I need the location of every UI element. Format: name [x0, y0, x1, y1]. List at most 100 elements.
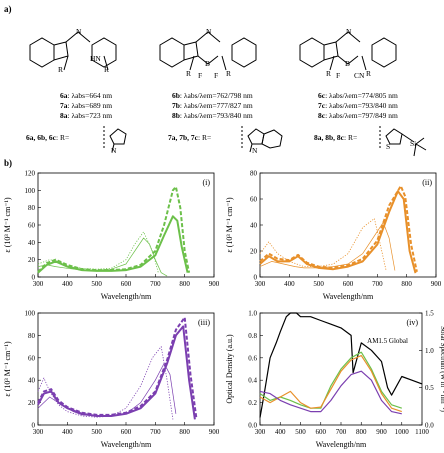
atom-b: B — [205, 59, 211, 68]
x-tick-label: 600 — [343, 280, 354, 288]
x-tick-label: 400 — [275, 428, 286, 436]
y-right-tick-label: 0.5 — [425, 384, 434, 392]
atom-f: F — [336, 71, 341, 80]
x-axis-label: Wavelength/nm — [323, 292, 374, 301]
compound-id: 7b — [172, 101, 180, 110]
series-annotation: AM1.5 Global — [367, 337, 408, 345]
compound-id: 6a — [60, 91, 68, 100]
substituent-structures — [103, 126, 427, 157]
x-tick-label: 1000 — [395, 428, 410, 436]
compound-id: 6c — [318, 91, 326, 100]
y-tick-label: 60 — [250, 196, 258, 204]
y-tick-label: 40 — [28, 239, 36, 247]
series-line — [259, 312, 423, 418]
panel-number: (iii) — [198, 318, 210, 327]
x-tick-label: 400 — [62, 280, 73, 288]
thiophene-substituent — [379, 126, 427, 157]
molecular-structures — [29, 31, 397, 71]
y-axis-label: Optical Density (a.u.) — [225, 334, 234, 404]
x-tick-label: 900 — [209, 428, 220, 436]
y-tick-label: 100 — [25, 187, 36, 195]
series-line — [259, 354, 402, 413]
x-tick-label: 700 — [336, 428, 347, 436]
series-line — [37, 363, 177, 417]
x-tick-label: 700 — [150, 428, 161, 436]
x-tick-label: 300 — [255, 280, 266, 288]
atom-r-right: R — [226, 69, 232, 78]
y-tick-label: 20 — [28, 256, 36, 264]
y-right-tick-label: 1.5 — [425, 310, 434, 318]
x-tick-label: 300 — [33, 280, 44, 288]
series-line — [259, 190, 417, 274]
x-tick-label: 800 — [179, 280, 190, 288]
x-tick-label: 700 — [372, 280, 383, 288]
abs-value: : λabs=723 nm — [67, 111, 113, 120]
pyrrole-substituent — [103, 126, 127, 153]
atom-f: F — [198, 71, 203, 80]
series-line — [37, 316, 198, 419]
y-axis-label: ε (10³ M⁻¹ cm⁻¹) — [3, 341, 12, 397]
series-line — [259, 351, 402, 409]
y-tick-label: 0.8 — [248, 332, 257, 340]
x-axis-label: Wavelength/nm — [101, 292, 152, 301]
y-tick-label: 20 — [28, 399, 36, 407]
y-tick-label: 1.0 — [248, 310, 257, 318]
y-right-axis-label: Solar Spectrum (W m⁻² nm⁻¹) — [439, 326, 444, 412]
structure-bodipy-f2 — [159, 31, 257, 71]
atom-b: B — [345, 59, 351, 68]
y-tick-label: 40 — [28, 377, 36, 385]
abs-value: : λabs/λem=793/840 nm — [179, 111, 253, 120]
abs-value: : λabs=689 nm — [67, 101, 113, 110]
x-tick-label: 400 — [284, 280, 295, 288]
abs-value: : λabs/λem=774/805 nm — [325, 91, 398, 100]
y-axis-label: ε (10³ M⁻¹ cm⁻¹) — [3, 197, 12, 253]
y-tick-label: 80 — [28, 204, 36, 212]
substituent-label-7: 7a, 7b, 7c: R= — [168, 133, 212, 142]
series-line — [259, 218, 387, 271]
x-tick-label: 500 — [295, 428, 306, 436]
x-tick-label: 500 — [313, 280, 324, 288]
abs-line: 7c: λabs/λem=793/840 nm — [318, 102, 398, 110]
y-tick-label: 80 — [250, 170, 258, 178]
abs-line: 7a: λabs=689 nm — [60, 102, 112, 110]
x-tick-label: 700 — [150, 280, 161, 288]
panel-number: (iv) — [406, 318, 418, 327]
x-tick-label: 400 — [62, 428, 73, 436]
y-tick-label: 100 — [25, 310, 36, 318]
x-tick-label: 800 — [179, 428, 190, 436]
y-tick-label: 0.4 — [248, 377, 257, 385]
x-axis-label: Wavelength/nm — [316, 440, 367, 449]
y-tick-label: 0 — [32, 274, 36, 282]
abs-line: 6c: λabs/λem=774/805 nm — [318, 92, 398, 100]
compound-id: 6b — [172, 91, 180, 100]
x-tick-label: 500 — [91, 280, 102, 288]
compound-id: 8a — [60, 111, 68, 120]
chart-ii: 300 400 500 600 700 800 900 0 20 40 60 80 Wavelength… — [225, 170, 442, 302]
indole-substituent — [241, 126, 283, 153]
x-axis-label: Wavelength/nm — [101, 440, 152, 449]
atom-n: N — [346, 27, 352, 36]
series-line — [259, 370, 402, 415]
x-tick-label: 300 — [33, 428, 44, 436]
chart-i: 300 400 500 600 700 800 900 0 20 40 60 80 100 120 Wave… — [3, 170, 220, 302]
y-tick-label: 0.6 — [248, 354, 257, 362]
abs-line: 8c: λabs/λem=797/849 nm — [318, 112, 398, 120]
y-tick-label: 20 — [250, 248, 258, 256]
substituent-label-6: 6a, 6b, 6c: R= — [26, 133, 70, 142]
abs-line: 7b: λabs/λem=777/827 nm — [172, 102, 253, 110]
abs-line: 6b: λabs/λem=762/798 nm — [172, 92, 253, 100]
atom-r-left: R — [326, 69, 332, 78]
atom-r-left: R — [186, 69, 192, 78]
atom-n: N — [252, 146, 258, 155]
abs-value: : λabs/λem=793/840 nm — [325, 101, 398, 110]
y-right-tick-label: 0.0 — [425, 422, 434, 430]
x-tick-label: 500 — [91, 428, 102, 436]
x-tick-label: 800 — [356, 428, 367, 436]
chart-iii: 300 400 500 600 700 800 900 0 20 40 60 80 100 Wavelen… — [3, 310, 220, 450]
x-tick-label: 600 — [316, 428, 327, 436]
y-tick-label: 0.2 — [248, 399, 257, 407]
y-axis-label: ε (10³ M⁻¹ cm⁻¹) — [225, 197, 234, 253]
x-tick-label: 900 — [209, 280, 220, 288]
substituent-label-8: 8a, 8b, 8c: R= — [314, 133, 358, 142]
y-tick-label: 80 — [28, 332, 36, 340]
